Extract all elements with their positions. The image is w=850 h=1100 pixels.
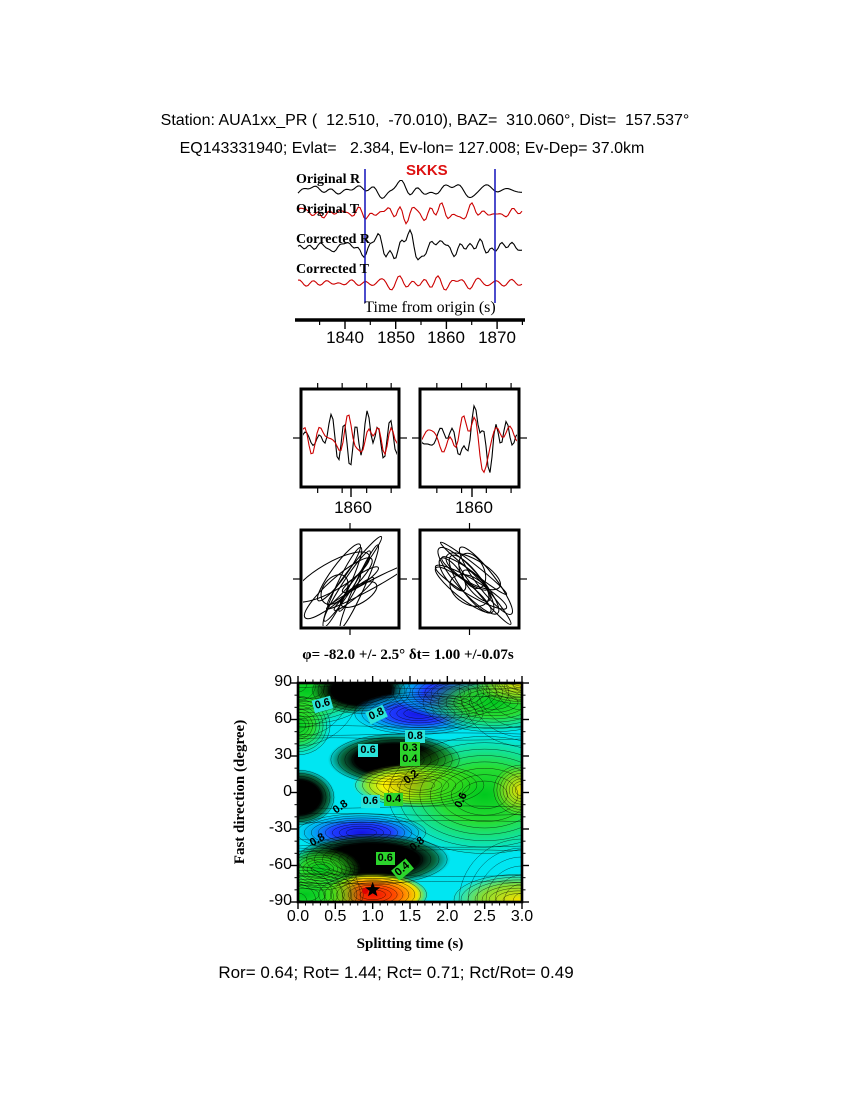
contour-x-tick-label: 3.0	[510, 908, 534, 925]
windowed-waveform-panels	[293, 383, 527, 497]
contour-x-tick-label: 0.5	[324, 908, 347, 925]
best-solution-dot	[362, 888, 369, 895]
trace-label: Corrected T	[296, 262, 369, 277]
panel-frame	[418, 387, 521, 489]
contour-y-tick-label: -60	[268, 855, 292, 873]
trace-label: Original T	[296, 202, 360, 217]
time-axis-tick-label: 1840	[326, 328, 364, 347]
contour-y-tick-label: 0	[283, 782, 292, 800]
contour-xlabel: Splitting time (s)	[356, 936, 464, 952]
trace-label: Corrected R	[296, 232, 370, 247]
contour-value-label: 0.4	[383, 792, 404, 806]
panel-tick-label: 1860	[334, 498, 372, 517]
contour-y-tick-label: -30	[268, 819, 292, 836]
result-summary: Ror= 0.64; Rot= 1.44; Rct= 0.71; Rct/Rot…	[218, 963, 574, 982]
trace-path	[297, 179, 523, 200]
contour-x-tick-label: 1.5	[398, 908, 422, 925]
header-line-2: EQ143331940; Evlat= 2.384, Ev-lon= 127.0…	[179, 140, 645, 157]
time-axis-tick-label: 1870	[478, 328, 516, 347]
time-axis-tick-label: 1860	[427, 328, 465, 347]
contour-y-tick-label: -90	[268, 892, 292, 909]
contour-x-tick-label: 1.0	[361, 908, 384, 925]
phase-label-skks: SKKS	[406, 162, 448, 179]
time-axis	[295, 318, 525, 329]
particle-motion-curves	[303, 535, 397, 626]
panel-tick-label: 1860	[455, 498, 493, 517]
trace-path	[297, 228, 523, 261]
particle-motion-panels	[293, 523, 527, 635]
waveform-traces-plot	[297, 169, 523, 303]
header-line-1: Station: AUA1xx_PR ( 12.510, -70.010), B…	[160, 112, 690, 129]
time-axis-tick-label: 1850	[377, 328, 415, 347]
contour-value-label: 0.3	[400, 741, 420, 755]
contour-y-tick-label: 30	[274, 746, 292, 763]
contour-x-tick-label: 2.0	[436, 908, 459, 925]
contour-value-label: 0.4	[400, 752, 420, 766]
contour-value-label: 0.6	[358, 744, 378, 758]
misfit-contour-plot	[291, 676, 529, 909]
trace-path	[297, 275, 523, 291]
contour-x-tick-label: 2.5	[473, 908, 496, 925]
panel-frame	[299, 528, 401, 630]
contour-y-tick-label: 60	[274, 709, 292, 727]
contour-field	[298, 683, 522, 902]
panel-waves	[422, 404, 517, 474]
contour-x-tick-label: 0.0	[286, 908, 310, 925]
trace-label: Original R	[296, 172, 361, 187]
contour-value-label: 0.6	[360, 795, 380, 809]
best-solution-star	[365, 881, 381, 897]
contour-ylabel: Fast direction (degree)	[232, 719, 248, 865]
contour-value-label: 0.8	[405, 729, 425, 743]
contour-value-label: 0.6	[375, 852, 395, 866]
contour-y-tick-label: 90	[274, 673, 292, 690]
panel-frame	[418, 528, 521, 630]
panel-waves	[303, 410, 397, 466]
contour-title: φ= -82.0 +/- 2.5° δt= 1.00 +/-0.07s	[302, 647, 514, 663]
time-axis-title: Time from origin (s)	[364, 299, 496, 316]
particle-motion-curves	[434, 541, 513, 625]
trace-path	[297, 202, 523, 225]
